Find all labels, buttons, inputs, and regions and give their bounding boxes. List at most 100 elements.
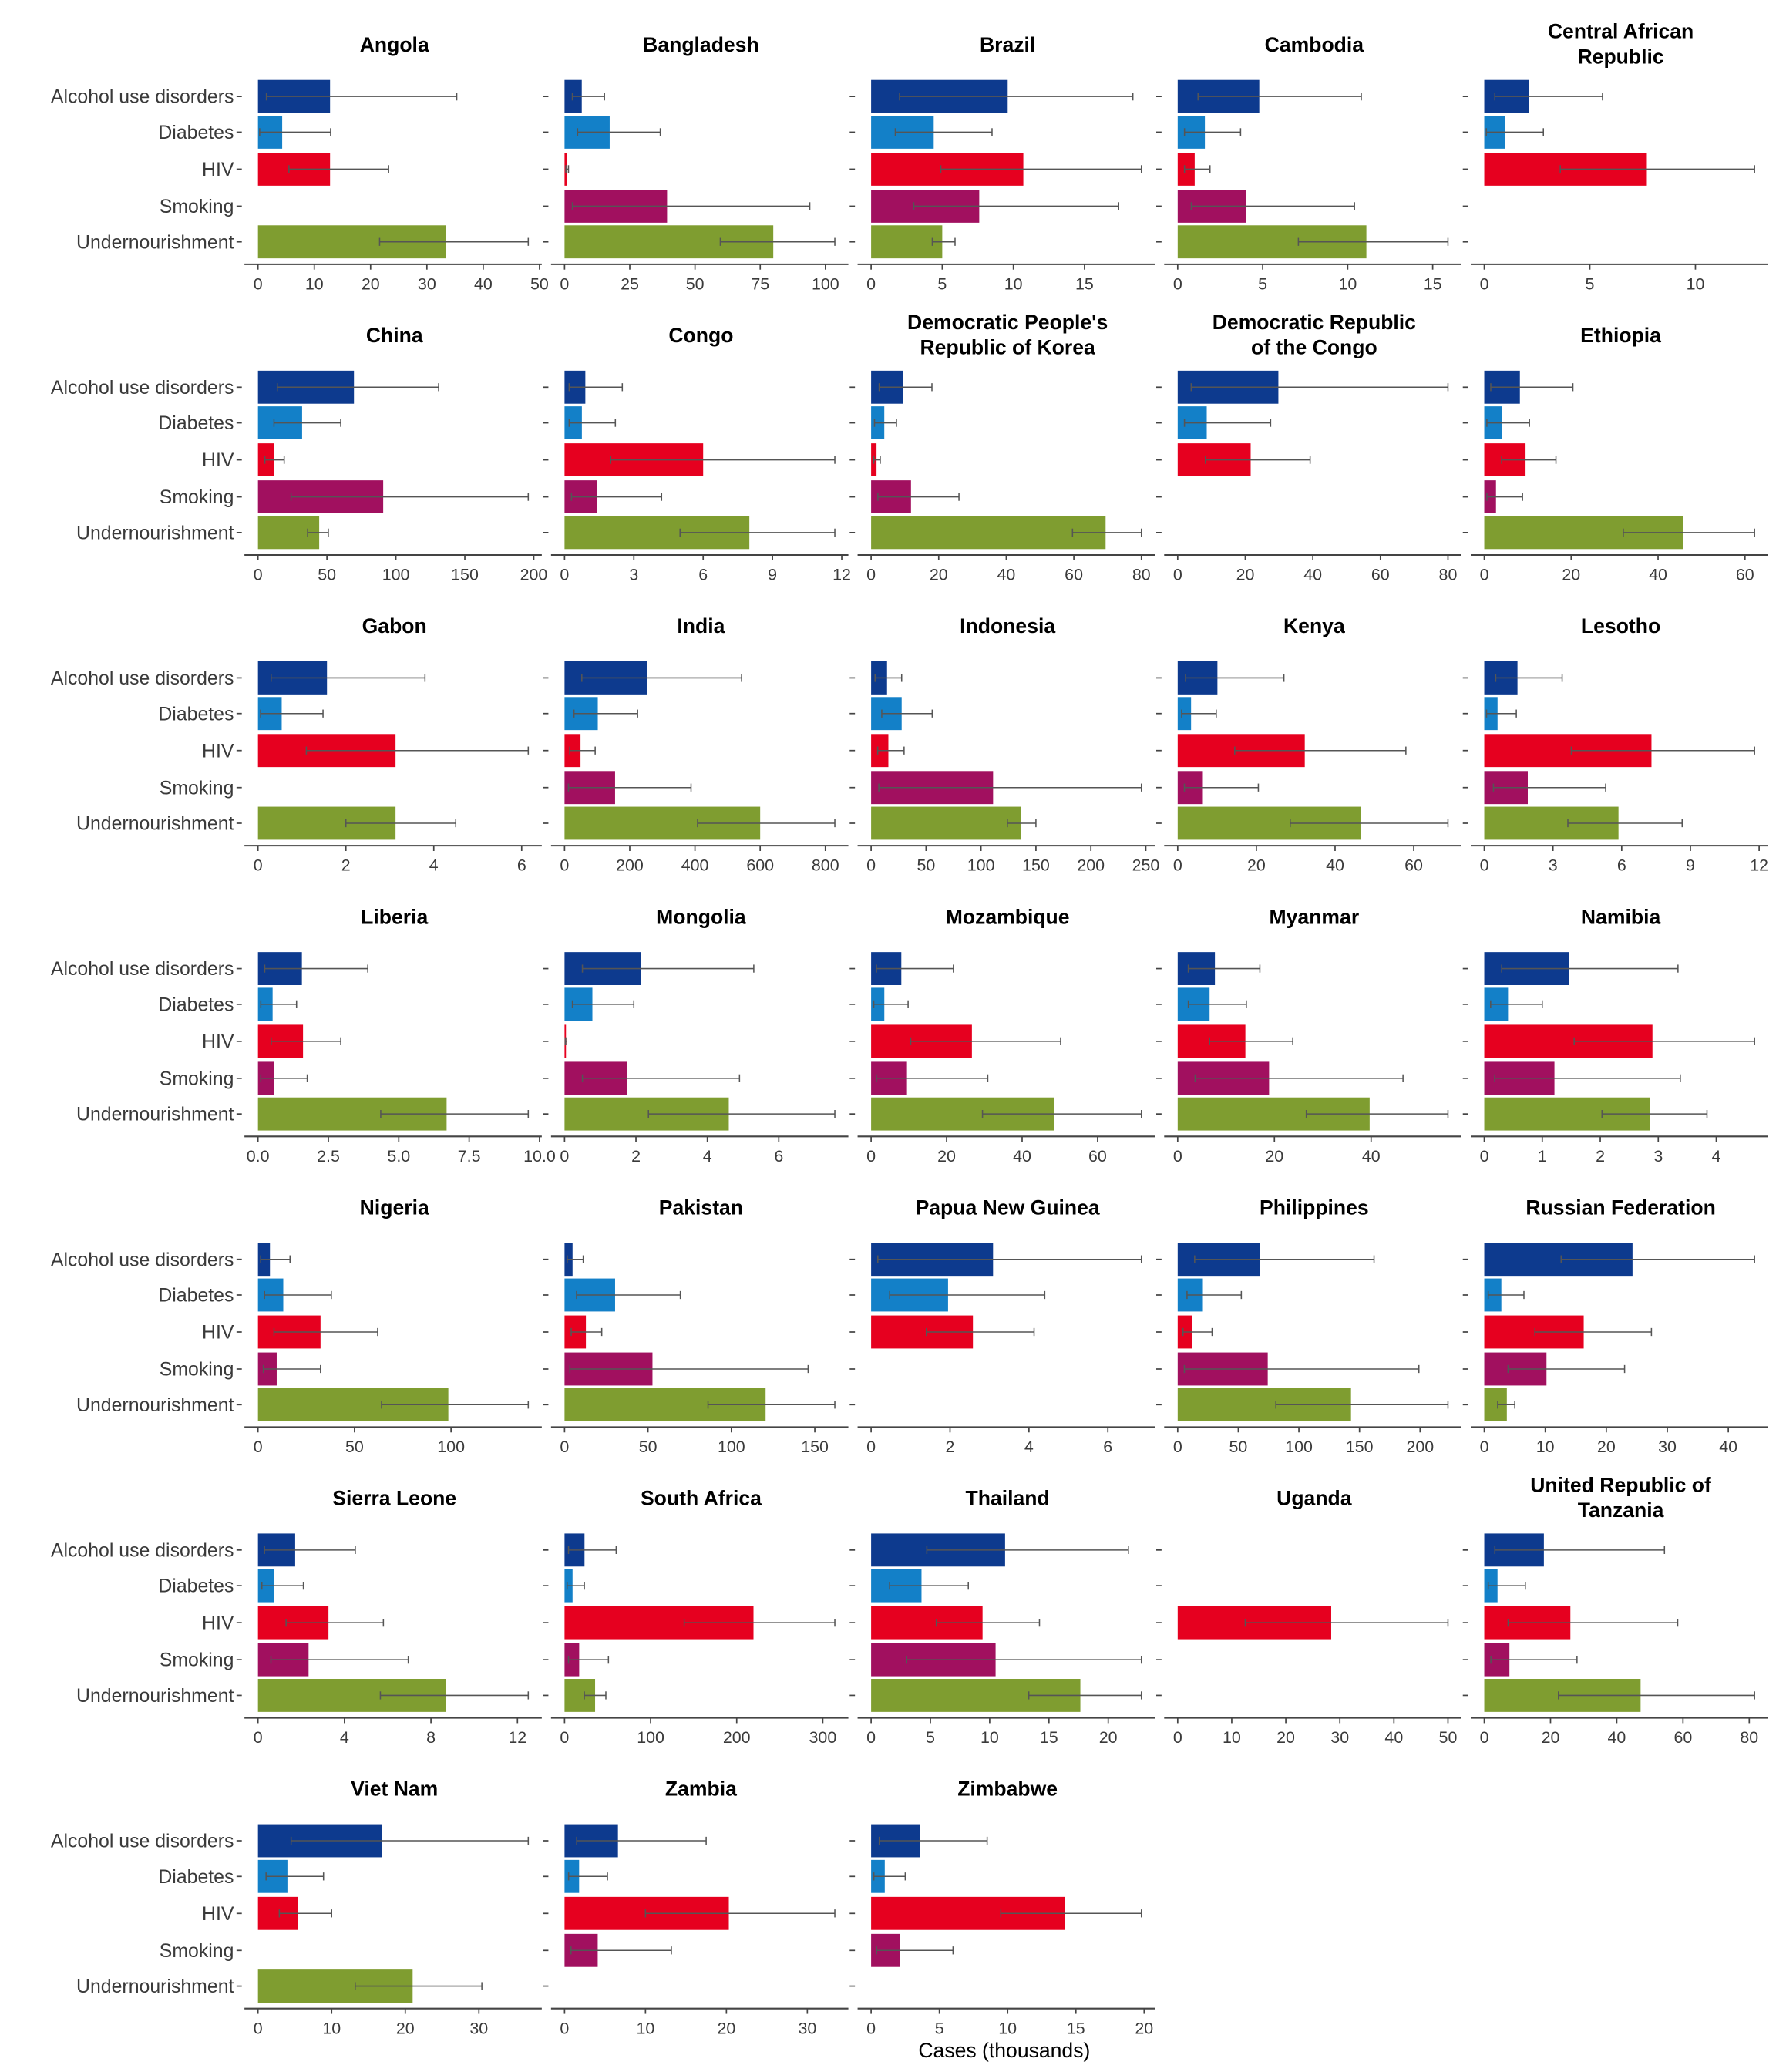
panel-title: Philippines — [1260, 1196, 1369, 1219]
x-tick-label: 100 — [437, 1438, 465, 1456]
x-tick-label: 15 — [1424, 274, 1442, 293]
panel-title: South Africa — [641, 1487, 762, 1510]
x-tick-label: 0 — [1173, 856, 1182, 875]
x-tick-label: 5 — [935, 2019, 944, 2037]
error-bar — [265, 1872, 325, 1881]
error-bar — [264, 1290, 332, 1300]
error-bar — [707, 1401, 836, 1409]
x-tick-label: 75 — [751, 274, 769, 293]
x-tick-label: 20 — [1276, 1728, 1295, 1747]
error-bar — [1194, 1074, 1404, 1082]
error-bar — [270, 1656, 409, 1664]
error-bar — [260, 1255, 291, 1263]
error-bar — [576, 1290, 681, 1300]
error-bar — [935, 1619, 1041, 1627]
x-tick-label: 7.5 — [458, 1147, 481, 1166]
x-tick-label: 10 — [1004, 274, 1023, 293]
y-tick-label: Diabetes — [158, 994, 234, 1015]
x-tick-label: 0 — [1480, 566, 1489, 584]
x-tick-label: 2.5 — [317, 1147, 340, 1166]
panel-kenya: Kenya 0 20 40 60 — [1156, 614, 1462, 875]
x-tick-label: 0 — [254, 1438, 263, 1456]
x-tick-label: 3 — [1653, 1147, 1663, 1166]
error-bar — [1494, 92, 1603, 101]
panel-viet-nam: Viet Nam Alcohol use disorders Diabetes HIV… — [51, 1778, 542, 2037]
panel-title: Russian Federation — [1525, 1196, 1716, 1219]
panel-title: Democratic People's — [907, 311, 1108, 334]
y-tick-label: Undernourishment — [76, 232, 234, 253]
y-tick-label: Alcohol use disorders — [51, 1250, 234, 1270]
error-bar — [570, 1946, 672, 1955]
x-tick-label: 100 — [637, 1728, 664, 1747]
y-tick-label: Diabetes — [158, 1867, 234, 1888]
panel-lesotho: Lesotho 0 3 6 9 12 — [1462, 614, 1768, 875]
panel-title: Angola — [360, 33, 429, 56]
x-tick-label: 200 — [723, 1728, 751, 1747]
error-bar — [1204, 456, 1311, 464]
x-tick-label: 12 — [1750, 856, 1768, 875]
error-bar — [1007, 819, 1037, 828]
y-tick-label: Smoking — [160, 1360, 234, 1381]
x-tick-label: 0 — [1173, 274, 1182, 293]
x-tick-label: 600 — [746, 856, 774, 875]
error-bar — [1567, 819, 1684, 828]
error-bar — [565, 165, 570, 173]
error-bar — [913, 202, 1119, 210]
panel-gabon: Gabon Alcohol use disorders Diabetes HIV Smo… — [51, 614, 542, 875]
x-tick-label: 200 — [1406, 1438, 1434, 1456]
x-tick-label: 15 — [1040, 1728, 1058, 1747]
x-tick-label: 250 — [1132, 856, 1160, 875]
x-tick-label: 200 — [616, 856, 644, 875]
x-tick-label: 20 — [1236, 566, 1255, 584]
x-tick-label: 0 — [254, 274, 263, 293]
x-tick-label: 60 — [1736, 566, 1754, 584]
error-bar — [260, 1074, 308, 1082]
x-tick-label: 20 — [396, 2019, 415, 2037]
y-tick-label: Smoking — [160, 778, 234, 799]
error-bar — [1570, 746, 1755, 755]
panel-russian-federation: Russian Federation 0 10 20 30 40 — [1462, 1196, 1768, 1456]
x-tick-label: 0 — [866, 566, 876, 584]
x-tick-label: 50 — [917, 856, 935, 875]
x-tick-label: 20 — [1135, 2019, 1153, 2037]
error-bar — [264, 964, 368, 973]
error-bar — [1573, 1037, 1755, 1045]
error-bar — [570, 493, 663, 501]
error-bar — [1623, 528, 1755, 536]
y-tick-label: HIV — [202, 1613, 234, 1634]
error-bar — [906, 1656, 1142, 1664]
error-bar — [1507, 1364, 1626, 1374]
error-bar — [876, 746, 905, 755]
error-bar — [1490, 383, 1574, 392]
x-tick-label: 3 — [629, 566, 638, 584]
panel-thailand: Thailand 0 5 10 15 20 — [849, 1487, 1155, 1747]
x-tick-label: 80 — [1740, 1728, 1758, 1747]
panel-title: India — [677, 614, 725, 637]
x-tick-label: 30 — [469, 2019, 488, 2037]
error-bar — [878, 1836, 988, 1845]
x-tick-label: 100 — [382, 566, 410, 584]
panel-liberia: Liberia Alcohol use disorders Diabetes HIV S… — [51, 905, 556, 1166]
error-bar — [567, 1546, 617, 1554]
panel-title: Uganda — [1276, 1487, 1352, 1510]
y-tick-label: Alcohol use disorders — [51, 959, 234, 980]
error-bar — [570, 1327, 603, 1337]
x-tick-label: 200 — [1077, 856, 1105, 875]
x-tick-label: 10 — [1338, 274, 1357, 293]
error-bar — [1507, 1619, 1679, 1627]
x-tick-label: 50 — [318, 566, 336, 584]
error-bar — [931, 237, 956, 246]
panel-angola: Angola Alcohol use disorders Diabetes HIV Sm… — [51, 33, 549, 294]
error-bar — [1290, 819, 1449, 828]
x-tick-label: 0 — [866, 274, 876, 293]
error-bar — [260, 709, 324, 718]
x-tick-label: 0 — [1480, 274, 1489, 293]
error-bar — [271, 674, 426, 682]
x-tick-label: 12 — [832, 566, 851, 584]
error-bar — [568, 383, 624, 392]
error-bar — [259, 128, 331, 136]
x-tick-label: 15 — [1075, 274, 1094, 293]
error-bar — [1209, 1037, 1293, 1045]
error-bar — [610, 456, 836, 464]
